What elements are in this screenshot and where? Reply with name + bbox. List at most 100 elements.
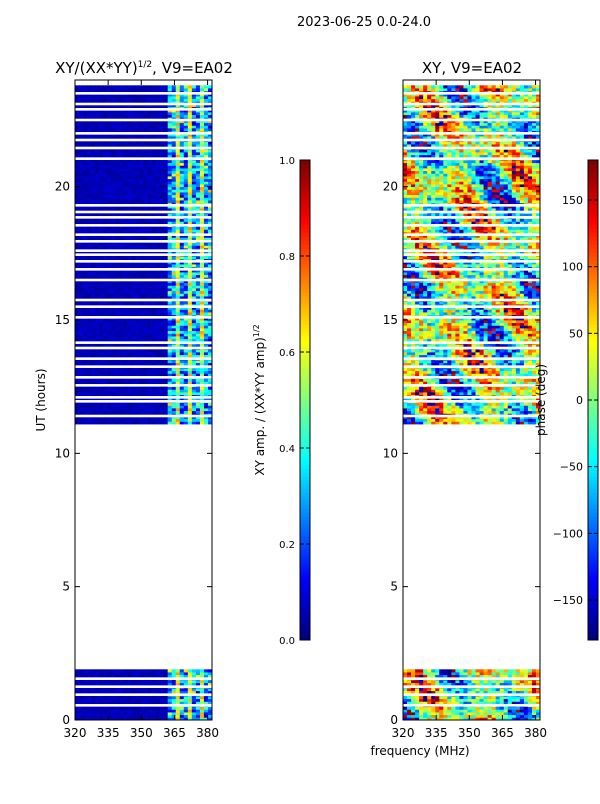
amp-cell [203, 405, 209, 409]
amp-cell [147, 674, 152, 678]
amp-cell [183, 322, 189, 326]
amp-cell [179, 397, 185, 401]
amp-cell [151, 386, 156, 390]
amp-cell [199, 229, 205, 233]
amp-cell [127, 709, 132, 713]
amp-cell [183, 197, 189, 201]
amp-cell [155, 688, 161, 692]
amp-cell [103, 312, 108, 316]
amp-cell [139, 114, 144, 118]
amp-cell [183, 402, 189, 406]
amp-cell [199, 192, 205, 196]
amp-cell [163, 256, 169, 260]
amp-cell [119, 712, 124, 716]
amp-cell [79, 128, 84, 132]
amp-cell [203, 690, 209, 694]
amp-cell [143, 674, 148, 678]
amp-cell [83, 402, 88, 406]
amp-cell [207, 370, 213, 374]
amp-cell [171, 328, 177, 332]
amp-cell [207, 250, 213, 254]
amp-cell [79, 98, 84, 102]
amp-cell [147, 170, 152, 174]
amp-cell [111, 317, 116, 321]
amp-cell [187, 688, 193, 692]
amp-cell [167, 269, 173, 273]
amp-cell [187, 354, 193, 358]
amp-cell [191, 168, 197, 172]
amp-cell [115, 274, 120, 278]
amp-cell [87, 200, 92, 204]
amp-cell [179, 698, 185, 702]
amp-cell [131, 149, 136, 153]
amp-cell [91, 312, 96, 316]
amp-cell [111, 378, 116, 382]
amp-cell [115, 128, 120, 132]
amp-cell [195, 128, 201, 132]
amp-cell [143, 192, 148, 196]
amp-cell [163, 709, 169, 713]
amp-cell [179, 274, 185, 278]
amp-cell [183, 373, 189, 377]
amp-cell [75, 133, 80, 137]
amp-cell [147, 218, 152, 222]
amp-cell [167, 192, 173, 196]
amp-cell [103, 200, 108, 204]
amp-cell [195, 717, 201, 721]
amp-cell [123, 237, 128, 241]
amp-cell [171, 333, 177, 337]
amp-cell [115, 184, 120, 188]
amp-cell [171, 112, 177, 116]
amp-cell [207, 285, 213, 289]
amp-cell [191, 410, 197, 414]
amp-cell [151, 205, 156, 209]
amp-cell [99, 112, 104, 116]
amp-cell [175, 85, 181, 89]
amp-cell [95, 309, 100, 313]
amp-cell [103, 192, 108, 196]
amp-cell [139, 144, 144, 148]
amp-cell [151, 176, 156, 180]
amp-cell [171, 256, 177, 260]
amp-cell [99, 170, 104, 174]
amp-cell [183, 245, 189, 249]
amp-cell [119, 170, 124, 174]
amp-cell [99, 264, 104, 268]
amp-cell [167, 338, 173, 342]
amp-cell [135, 144, 140, 148]
amp-cell [79, 218, 84, 222]
amp-cell [95, 245, 100, 249]
amp-cell [143, 274, 148, 278]
amp-cell [87, 178, 92, 182]
amp-cell [79, 200, 84, 204]
amp-cell [75, 312, 80, 316]
amp-cell [155, 320, 161, 324]
amp-cell [171, 680, 177, 684]
amp-cell [127, 354, 132, 358]
amp-cell [191, 288, 197, 292]
amp-cell [79, 109, 84, 113]
amp-cell [147, 386, 152, 390]
amp-cell [183, 717, 189, 721]
amp-cell [75, 389, 80, 393]
amp-cell [183, 237, 189, 241]
amp-cell [159, 245, 165, 249]
amp-cell [195, 701, 201, 705]
amp-cell [179, 421, 185, 425]
amp-cell [127, 362, 132, 366]
amp-cell [131, 338, 136, 342]
amp-cell [147, 402, 152, 406]
amp-cell [155, 405, 161, 409]
amp-cell [203, 154, 209, 158]
blank-row [75, 365, 212, 368]
amp-cell [135, 242, 140, 246]
amp-cell [95, 330, 100, 334]
amp-cell [207, 208, 213, 212]
amp-cell [163, 330, 169, 334]
amp-cell [171, 272, 177, 276]
amp-cell [175, 256, 181, 260]
amp-panel: XY/(XX*YY)1/2, V9=EA02 320 335 350 365 38005… [34, 59, 233, 740]
amp-cell [119, 176, 124, 180]
amp-cell [163, 293, 169, 297]
amp-cell [83, 194, 88, 198]
